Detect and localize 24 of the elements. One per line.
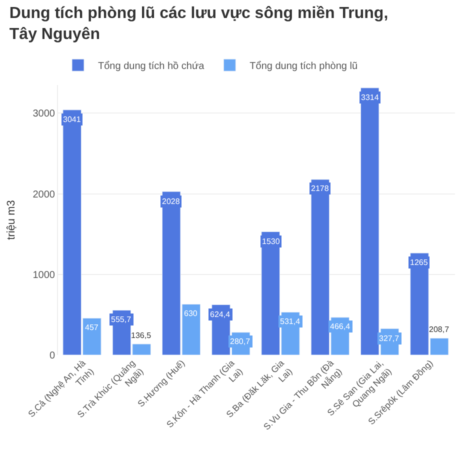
data-label: 555,7	[111, 315, 132, 324]
data-label: 280,7	[230, 337, 251, 346]
y-axis-title: triệu m3	[5, 200, 18, 240]
y-tick-label: 3000	[32, 108, 56, 120]
data-label: 3314	[361, 93, 380, 102]
y-tick-label: 1000	[32, 270, 56, 281]
data-label: 3041	[63, 115, 82, 124]
data-label: 457	[85, 323, 99, 332]
y-tick-label: 0	[49, 350, 56, 362]
data-label: 1265	[410, 258, 428, 267]
legend-label: Tổng dung tích hồ chứa	[98, 60, 205, 72]
data-label: 1530	[262, 237, 280, 246]
y-tick-label: 2000	[32, 189, 56, 200]
data-label: 2028	[162, 197, 180, 206]
data-label: 531,4	[280, 317, 301, 326]
data-label: 208,7	[429, 325, 450, 334]
data-label: 327,7	[379, 334, 400, 343]
data-label: 136,5	[131, 331, 152, 340]
data-label: 630	[184, 309, 198, 318]
data-label: 2178	[311, 184, 330, 193]
data-label: 624,4	[210, 310, 231, 319]
data-label: 466,4	[330, 322, 351, 331]
chart-title: Dung tích phòng lũ các lưu vực sông miền Trung, Tây Nguyên	[9, 5, 388, 43]
legend-label: Tổng dung tích phòng lũ	[250, 60, 358, 72]
